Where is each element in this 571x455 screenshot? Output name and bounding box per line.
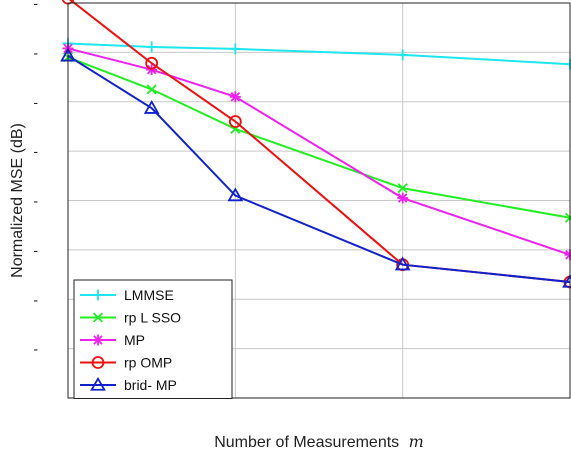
legend-label: MP bbox=[124, 332, 145, 348]
y-tick-label: - bbox=[33, 341, 38, 357]
marker-stroke bbox=[93, 335, 103, 345]
y-axis-label: Normalized MSE (dB) bbox=[9, 123, 26, 278]
y-tick-labels: - - - - - - - - bbox=[33, 0, 38, 357]
marker-stroke bbox=[228, 115, 242, 128]
y-tick-label: - bbox=[33, 44, 38, 60]
x-axis-label: Number of Measurements m bbox=[214, 432, 424, 451]
marker-stroke bbox=[143, 100, 160, 114]
y-tick-label: - bbox=[33, 242, 38, 258]
marker-stroke bbox=[90, 376, 106, 391]
legend-entry: rp L SSO bbox=[80, 310, 181, 326]
legend-label: rp L SSO bbox=[124, 310, 181, 326]
data-point bbox=[91, 356, 105, 369]
y-tick-label: - bbox=[33, 94, 38, 110]
series-line bbox=[67, 54, 571, 283]
marker-stroke bbox=[230, 92, 241, 102]
marker-stroke bbox=[92, 312, 104, 323]
data-point bbox=[146, 64, 158, 76]
data-point bbox=[145, 56, 159, 70]
data-point bbox=[90, 376, 106, 391]
y-tick-label: - bbox=[33, 0, 38, 11]
data-point bbox=[92, 312, 104, 323]
data-point bbox=[397, 183, 408, 194]
data-point bbox=[227, 187, 244, 202]
legend-label: brid- MP bbox=[124, 377, 177, 393]
marker-stroke bbox=[146, 84, 157, 95]
legend-entry: rp OMP bbox=[80, 355, 172, 371]
legend-label: rp OMP bbox=[124, 355, 172, 371]
data-point bbox=[397, 49, 409, 61]
data-point bbox=[92, 289, 104, 301]
data-point bbox=[146, 84, 157, 95]
legend-entry: MP bbox=[80, 332, 145, 348]
data-point bbox=[397, 192, 409, 204]
data-point bbox=[92, 334, 104, 346]
data-point bbox=[143, 100, 160, 114]
marker-stroke bbox=[91, 356, 105, 369]
data-point bbox=[229, 91, 241, 103]
marker-stroke bbox=[146, 64, 157, 75]
legend-entry: brid- MP bbox=[80, 376, 177, 393]
plot-frame bbox=[67, 2, 571, 399]
x-axis-label-variable: m bbox=[409, 432, 424, 451]
marker-stroke bbox=[397, 183, 408, 194]
legend: LMMSE rp L SSO MP rp OMP brid- MP bbox=[73, 279, 233, 399]
marker-stroke bbox=[145, 56, 159, 70]
legend-label: LMMSE bbox=[124, 287, 174, 303]
y-tick-label: - bbox=[33, 193, 38, 209]
marker-stroke bbox=[227, 187, 244, 202]
data-point bbox=[146, 41, 158, 53]
data-point bbox=[394, 256, 411, 271]
y-tick-label: - bbox=[33, 291, 38, 307]
data-point bbox=[229, 43, 241, 55]
y-tick-label: - bbox=[33, 143, 38, 159]
legend-entry: LMMSE bbox=[80, 287, 174, 303]
x-axis-label-text: Number of Measurements bbox=[214, 434, 399, 451]
marker-stroke bbox=[397, 193, 408, 203]
data-point bbox=[228, 115, 242, 128]
marker-stroke bbox=[394, 256, 411, 271]
series-layer bbox=[60, 0, 571, 289]
